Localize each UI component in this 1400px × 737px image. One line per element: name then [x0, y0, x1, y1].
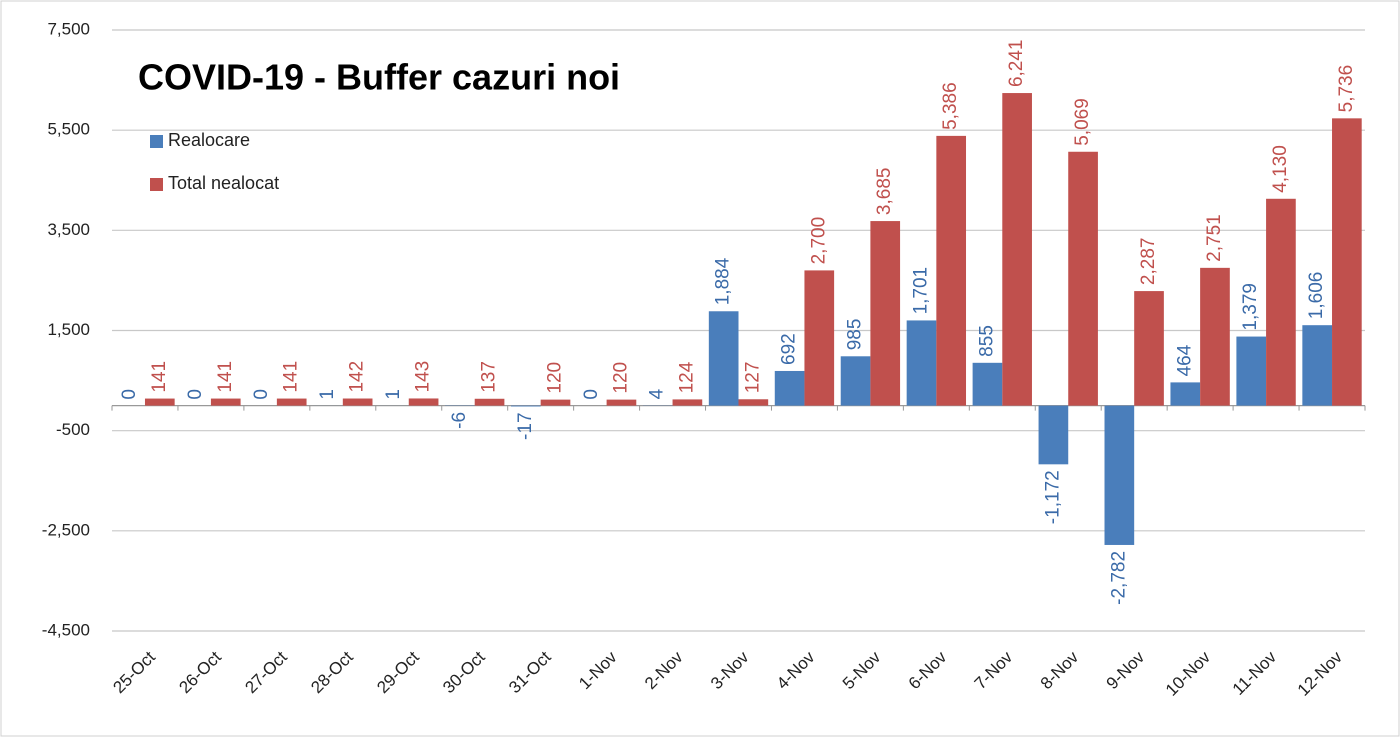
bar — [1068, 151, 1098, 406]
bar — [1266, 198, 1296, 406]
legend-swatch — [150, 135, 163, 148]
value-label: 143 — [413, 361, 434, 393]
value-label: 4 — [647, 388, 668, 399]
bar — [540, 399, 571, 406]
bar — [408, 398, 439, 406]
bar — [1200, 267, 1230, 406]
value-label: 0 — [581, 389, 602, 400]
bar — [1236, 336, 1267, 406]
bar — [1170, 382, 1201, 406]
bar — [708, 311, 739, 406]
value-label: 5,736 — [1336, 65, 1357, 113]
bar — [1038, 405, 1069, 465]
y-tick-label: -4,500 — [42, 620, 90, 639]
bar — [474, 398, 505, 406]
value-label: 142 — [347, 361, 368, 393]
value-label: 5,069 — [1072, 98, 1093, 146]
y-tick-label: 3,500 — [47, 220, 90, 239]
value-label: 141 — [215, 361, 236, 393]
value-label: 0 — [119, 389, 140, 400]
value-label: 141 — [149, 361, 170, 393]
bar — [1302, 325, 1333, 406]
value-label: -1,172 — [1042, 470, 1063, 524]
value-label: 2,700 — [808, 217, 829, 265]
value-label: 5,386 — [940, 82, 961, 130]
value-label: 855 — [976, 325, 997, 357]
bar — [738, 399, 769, 406]
value-label: 1,606 — [1306, 272, 1327, 320]
value-label: 1 — [383, 389, 404, 400]
legend-label: Total nealocat — [168, 173, 279, 193]
bar — [804, 270, 835, 406]
bar — [606, 399, 637, 406]
bar — [906, 320, 937, 406]
legend-label: Realocare — [168, 130, 250, 150]
y-tick-label: 7,500 — [47, 19, 90, 38]
value-label: 692 — [779, 333, 800, 365]
bar — [1332, 118, 1362, 406]
bar — [510, 405, 541, 407]
chart-title: COVID-19 - Buffer cazuri noi — [138, 57, 620, 98]
bar — [840, 356, 871, 406]
value-label: 141 — [281, 361, 302, 393]
value-label: 2,751 — [1204, 214, 1225, 262]
value-label: 4,130 — [1270, 145, 1291, 193]
value-label: 985 — [845, 319, 866, 351]
value-label: 1,701 — [911, 267, 932, 315]
value-label: -17 — [515, 412, 536, 439]
value-label: 120 — [610, 362, 631, 394]
value-label: 6,241 — [1006, 40, 1027, 88]
y-tick-label: 5,500 — [47, 120, 90, 139]
value-label: 1 — [317, 389, 338, 400]
bar — [210, 398, 241, 406]
bar — [144, 398, 175, 406]
value-label: 1,884 — [713, 257, 734, 305]
y-tick-label: 1,500 — [47, 320, 90, 339]
value-label: 120 — [545, 362, 566, 394]
value-label: 2,287 — [1138, 238, 1159, 286]
legend-swatch — [150, 178, 163, 191]
bar — [276, 398, 307, 406]
value-label: -2,782 — [1108, 551, 1129, 605]
bar — [774, 370, 805, 406]
bar — [936, 135, 967, 406]
value-label: 137 — [479, 361, 500, 393]
value-label: 124 — [676, 361, 697, 393]
value-label: 0 — [251, 389, 272, 400]
bar — [672, 399, 703, 406]
y-tick-label: -2,500 — [42, 520, 90, 539]
value-label: 0 — [185, 389, 206, 400]
bar — [1002, 93, 1032, 406]
bar — [342, 398, 373, 406]
bar — [870, 221, 901, 406]
bar — [1134, 291, 1164, 406]
bar — [972, 362, 1003, 406]
value-label: 3,685 — [874, 168, 895, 216]
bar — [1104, 405, 1135, 545]
y-tick-label: -500 — [56, 420, 90, 439]
value-label: 1,379 — [1240, 283, 1261, 331]
value-label: 127 — [742, 362, 763, 394]
value-label: -6 — [449, 412, 470, 429]
value-label: 464 — [1174, 344, 1195, 376]
